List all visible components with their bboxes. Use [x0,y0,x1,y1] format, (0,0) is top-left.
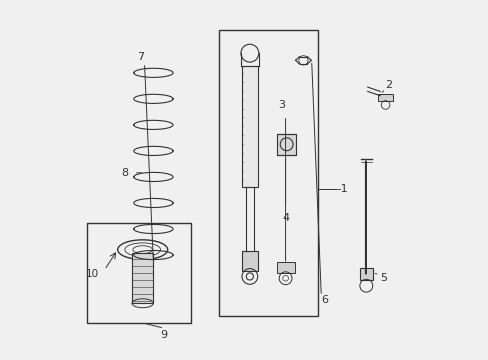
Bar [132,253,153,303]
Text: 3: 3 [278,100,285,110]
Text: 6: 6 [321,296,327,305]
Bar [378,94,393,102]
Text: 9: 9 [160,330,167,341]
Text: 8: 8 [121,168,128,178]
Bar [359,267,372,280]
Text: 7: 7 [137,52,144,62]
Text: 2: 2 [385,80,392,90]
Text: 10: 10 [86,269,99,279]
Text: 4: 4 [282,212,288,222]
Text: 5: 5 [380,273,386,283]
Bar [242,66,257,187]
Bar [276,134,296,155]
Bar [87,223,190,323]
Bar [219,30,317,316]
Bar [276,262,294,273]
Bar [242,251,257,271]
Text: –1: –1 [335,184,347,194]
